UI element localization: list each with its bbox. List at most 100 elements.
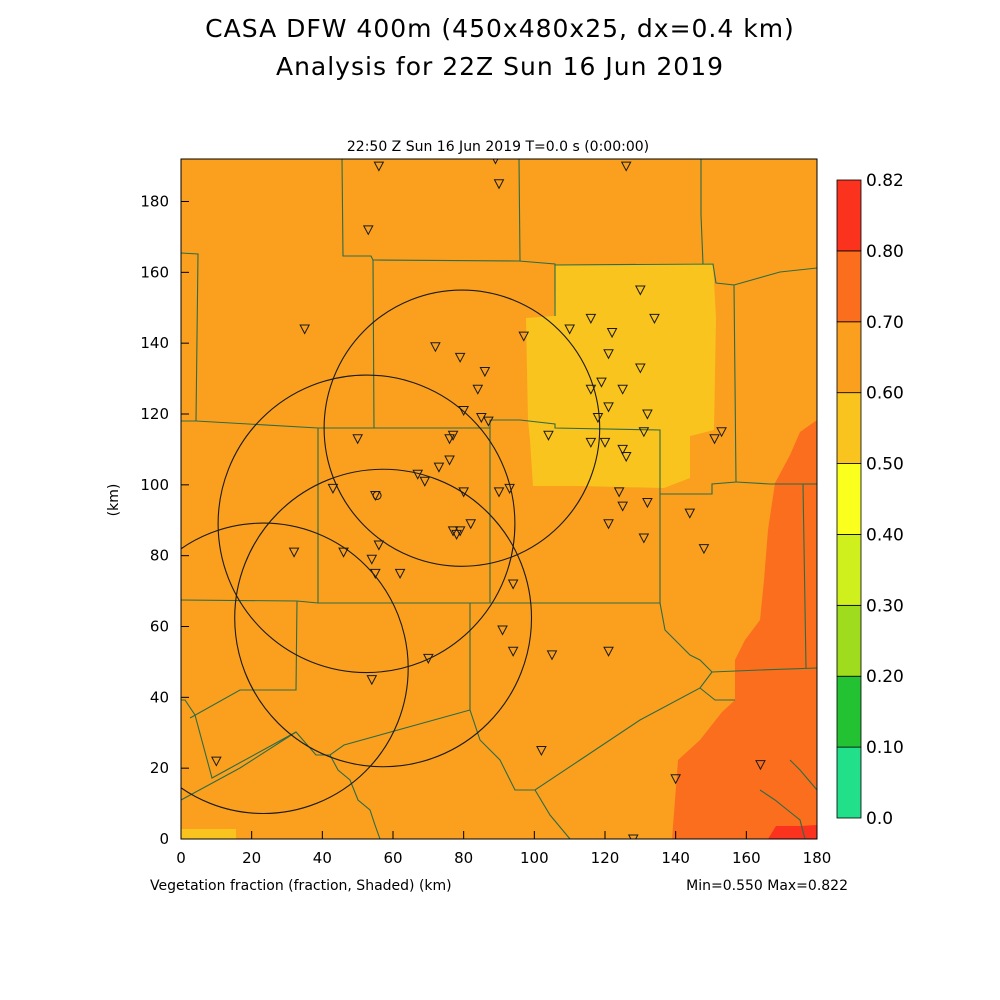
y-tick-label-9: 180 <box>140 193 169 211</box>
station-marker-62 <box>394 568 406 579</box>
colorbar: 0.0 0.10 0.20 0.30 0.40 0.50 0.60 0.70 0.80 0.82 <box>836 171 904 829</box>
county-boundaries <box>181 159 817 839</box>
y-tick-label-2: 40 <box>150 688 169 706</box>
station-marker-55 <box>451 529 462 540</box>
station-marker-7 <box>649 313 660 324</box>
colorbar-segment-3 <box>836 534 862 606</box>
station-marker-53 <box>454 526 466 537</box>
figure-title-line2: Analysis for 22Z Sun 16 Jun 2019 <box>275 52 725 81</box>
station-marker-13 <box>454 352 466 363</box>
x-tick-label-2: 40 <box>313 849 332 867</box>
x-tick-label-5: 100 <box>520 849 549 867</box>
station-marker-17 <box>472 384 484 395</box>
colorbar-segment-0 <box>836 746 862 819</box>
station-marker-57 <box>698 544 710 555</box>
colorbar-label-6: 0.60 <box>866 384 904 404</box>
station-marker-70 <box>366 675 378 686</box>
x-axis-label: Vegetation fraction (fraction, Shaded) (… <box>150 878 452 894</box>
station-marker-50 <box>603 519 614 530</box>
y-tick-label-7: 140 <box>140 334 169 352</box>
x-tick-label-1: 20 <box>242 849 261 867</box>
y-tick-label-0: 0 <box>159 830 169 848</box>
station-marker-31 <box>638 427 650 438</box>
station-marker-21 <box>603 402 614 413</box>
min-max-readout: Min=0.550 Max=0.822 <box>686 878 848 894</box>
x-axis: 0 20 40 60 80 100 120 140 160 180 <box>176 831 831 867</box>
station-marker-18 <box>596 377 607 388</box>
station-marker-14 <box>603 349 614 360</box>
station-marker-15 <box>479 367 491 378</box>
station-marker-19 <box>585 384 597 395</box>
map-shading-high-region <box>672 420 817 839</box>
station-marker-74 <box>670 774 681 785</box>
station-marker-9 <box>606 328 618 339</box>
station-marker-56 <box>638 533 650 544</box>
station-marker-40 <box>412 469 424 480</box>
colorbar-segment-7 <box>836 250 862 323</box>
station-marker-29 <box>444 434 455 445</box>
station-marker-65 <box>497 625 508 636</box>
station-marker-4 <box>362 225 374 236</box>
x-tick-label-4: 80 <box>454 849 473 867</box>
station-marker-5 <box>299 324 310 335</box>
station-markers <box>211 159 766 839</box>
map-shading-max-region <box>768 825 817 839</box>
station-marker-71 <box>536 745 547 757</box>
station-marker-41 <box>419 476 431 487</box>
station-marker-10 <box>564 324 575 335</box>
colorbar-label-4: 0.40 <box>866 525 904 545</box>
station-marker-6 <box>635 285 646 296</box>
station-marker-2 <box>493 179 505 190</box>
station-marker-3 <box>620 161 632 172</box>
station-marker-69 <box>603 646 614 657</box>
station-marker-48 <box>493 487 505 498</box>
y-axis-label: (km) <box>106 484 122 517</box>
station-marker-43 <box>617 501 628 512</box>
station-marker-22 <box>458 405 469 417</box>
colorbar-label-3: 0.30 <box>866 596 904 616</box>
station-marker-26 <box>483 416 494 427</box>
station-marker-61 <box>366 554 378 565</box>
station-marker-64 <box>507 579 519 590</box>
station-marker-24 <box>642 409 653 420</box>
colorbar-label-7: 0.70 <box>866 313 904 333</box>
colorbar-segment-1 <box>836 675 862 748</box>
station-marker-73 <box>755 760 766 771</box>
station-marker-12 <box>430 342 441 353</box>
colorbar-label-2: 0.20 <box>866 667 904 687</box>
colorbar-segment-4 <box>836 463 862 535</box>
station-marker-72 <box>211 756 222 767</box>
station-marker-68 <box>546 650 558 661</box>
station-marker-32 <box>716 427 727 438</box>
x-tick-label-9: 180 <box>803 849 832 867</box>
station-marker-27 <box>352 434 363 445</box>
station-marker-58 <box>373 540 385 551</box>
station-marker-0 <box>373 161 385 172</box>
x-tick-label-0: 0 <box>176 849 186 867</box>
station-marker-23 <box>592 413 604 424</box>
station-marker-34 <box>585 437 597 448</box>
ring-southwest <box>181 522 409 815</box>
station-marker-44 <box>642 498 653 509</box>
station-marker-59 <box>288 547 300 558</box>
station-marker-47 <box>504 483 515 494</box>
colorbar-segment-8 <box>836 179 862 252</box>
station-marker-38 <box>444 455 455 466</box>
y-axis: 0 20 40 60 80 100 120 140 160 180 <box>140 193 189 848</box>
colorbar-segment-5 <box>836 392 862 464</box>
ring-southeast <box>234 468 533 768</box>
station-marker-11 <box>518 331 530 342</box>
station-marker-28 <box>447 430 459 441</box>
station-marker-66 <box>507 646 519 657</box>
station-marker-35 <box>599 437 611 448</box>
station-marker-25 <box>476 413 487 424</box>
plot-frame <box>180 158 818 840</box>
y-tick-label-8: 160 <box>140 263 169 281</box>
colorbar-segment-2 <box>836 604 862 677</box>
y-tick-label-5: 100 <box>140 476 169 494</box>
station-marker-54 <box>447 526 459 537</box>
colorbar-label-8: 0.80 <box>866 242 904 262</box>
map-area <box>181 159 817 839</box>
station-marker-75 <box>627 834 639 839</box>
station-marker-20 <box>617 384 628 395</box>
